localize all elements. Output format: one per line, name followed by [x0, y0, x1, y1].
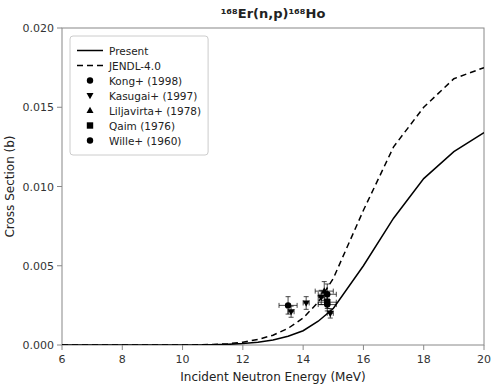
y-tick-label: 0.020 — [23, 22, 55, 35]
y-tick-label: 0.005 — [23, 260, 55, 273]
error-bar-cap — [304, 296, 309, 297]
error-bar-cap — [304, 309, 309, 310]
x-tick — [182, 345, 183, 350]
scatter-series — [315, 282, 333, 301]
marker — [321, 287, 328, 293]
x-tick-label: 8 — [119, 353, 126, 366]
error-bar-cap — [289, 317, 294, 318]
legend-swatch — [77, 65, 103, 67]
y-tick — [57, 28, 62, 29]
x-tick — [242, 345, 243, 350]
x-tick-label: 10 — [176, 353, 190, 366]
legend-swatch — [87, 137, 93, 143]
x-error-bar — [318, 302, 336, 307]
legend-label: Kasugai+ (1997) — [109, 90, 197, 102]
x-axis-label: Incident Neutron Energy (MeV) — [180, 370, 365, 384]
error-bar-cap — [336, 292, 337, 297]
legend-box — [70, 36, 208, 155]
x-tick — [303, 345, 304, 350]
error-bar-cap — [336, 302, 337, 307]
y-tick — [57, 265, 62, 266]
legend-swatch — [86, 93, 93, 99]
scatter-series — [279, 284, 336, 314]
legend-label: Qaim (1976) — [109, 120, 175, 132]
legend-label: Kong+ (1998) — [109, 75, 182, 87]
line — [62, 68, 484, 345]
error-bar-cap — [328, 318, 333, 319]
marker — [303, 300, 310, 306]
legend: Present JENDL-4.0 Kong+ (1998) Kasugai+ (19… — [70, 36, 208, 155]
error-bar-cap — [333, 289, 334, 294]
y-tick-label: 0.015 — [23, 101, 55, 114]
x-tick-label: 20 — [477, 353, 491, 366]
legend-swatch — [87, 122, 93, 128]
y-tick — [57, 186, 62, 187]
error-bar-cap — [279, 303, 280, 308]
error-bar-cap — [286, 296, 291, 297]
marker — [327, 311, 334, 317]
error-bar-cap — [318, 302, 319, 307]
axes: 6 8 10 12 14 16 18 20 0.000 0.005 0.010 0.015 0.020 — [23, 22, 492, 366]
x-tick-label: 6 — [59, 353, 66, 366]
legend-label: Present — [109, 45, 148, 57]
marker — [285, 302, 291, 308]
error-bar-cap — [325, 310, 330, 311]
legend-swatch — [87, 77, 93, 83]
x-tick — [62, 345, 63, 350]
x-tick-label: 16 — [356, 353, 370, 366]
error-bar-cap — [325, 283, 330, 284]
legend-label: Liljavirta+ (1978) — [109, 105, 201, 117]
x-tick-label: 14 — [296, 353, 310, 366]
error-bar-cap — [325, 295, 330, 296]
line — [62, 133, 484, 345]
plot-frame — [62, 28, 484, 345]
error-bar-cap — [325, 298, 330, 299]
legend-label: JENDL-4.0 — [108, 60, 161, 72]
y-tick — [57, 107, 62, 108]
legend-swatch — [86, 107, 93, 113]
y-tick-label: 0.000 — [23, 339, 55, 352]
x-tick — [484, 345, 485, 350]
x-tick-label: 18 — [417, 353, 431, 366]
chart: 6 8 10 12 14 16 18 20 0.000 0.005 0.010 0.015 0.020 ¹… — [0, 0, 500, 389]
title: ¹⁶⁸Er(n,p)¹⁶⁸Ho — [221, 6, 326, 21]
x-tick — [363, 345, 364, 350]
y-tick-label: 0.010 — [23, 181, 55, 194]
error-bar-cap — [297, 303, 298, 308]
scatter-series — [288, 290, 334, 318]
y-axis-label: Cross Section (b) — [3, 135, 17, 237]
x-tick-label: 12 — [236, 353, 250, 366]
scatter-series — [318, 296, 336, 309]
plot-data — [62, 68, 484, 345]
marker — [288, 309, 295, 315]
x-tick — [122, 345, 123, 350]
y-tick — [57, 345, 62, 346]
legend-label: Wille+ (1960) — [109, 135, 181, 147]
legend-swatch — [77, 50, 103, 52]
error-bar-cap — [289, 306, 294, 307]
y-error-bar — [325, 298, 330, 311]
x-tick — [423, 345, 424, 350]
y-error-bar — [325, 296, 330, 309]
x-error-bar — [279, 303, 297, 308]
marker — [324, 301, 330, 307]
error-bar-cap — [315, 289, 316, 294]
scatter-series — [318, 298, 336, 311]
error-bar-cap — [322, 281, 327, 282]
